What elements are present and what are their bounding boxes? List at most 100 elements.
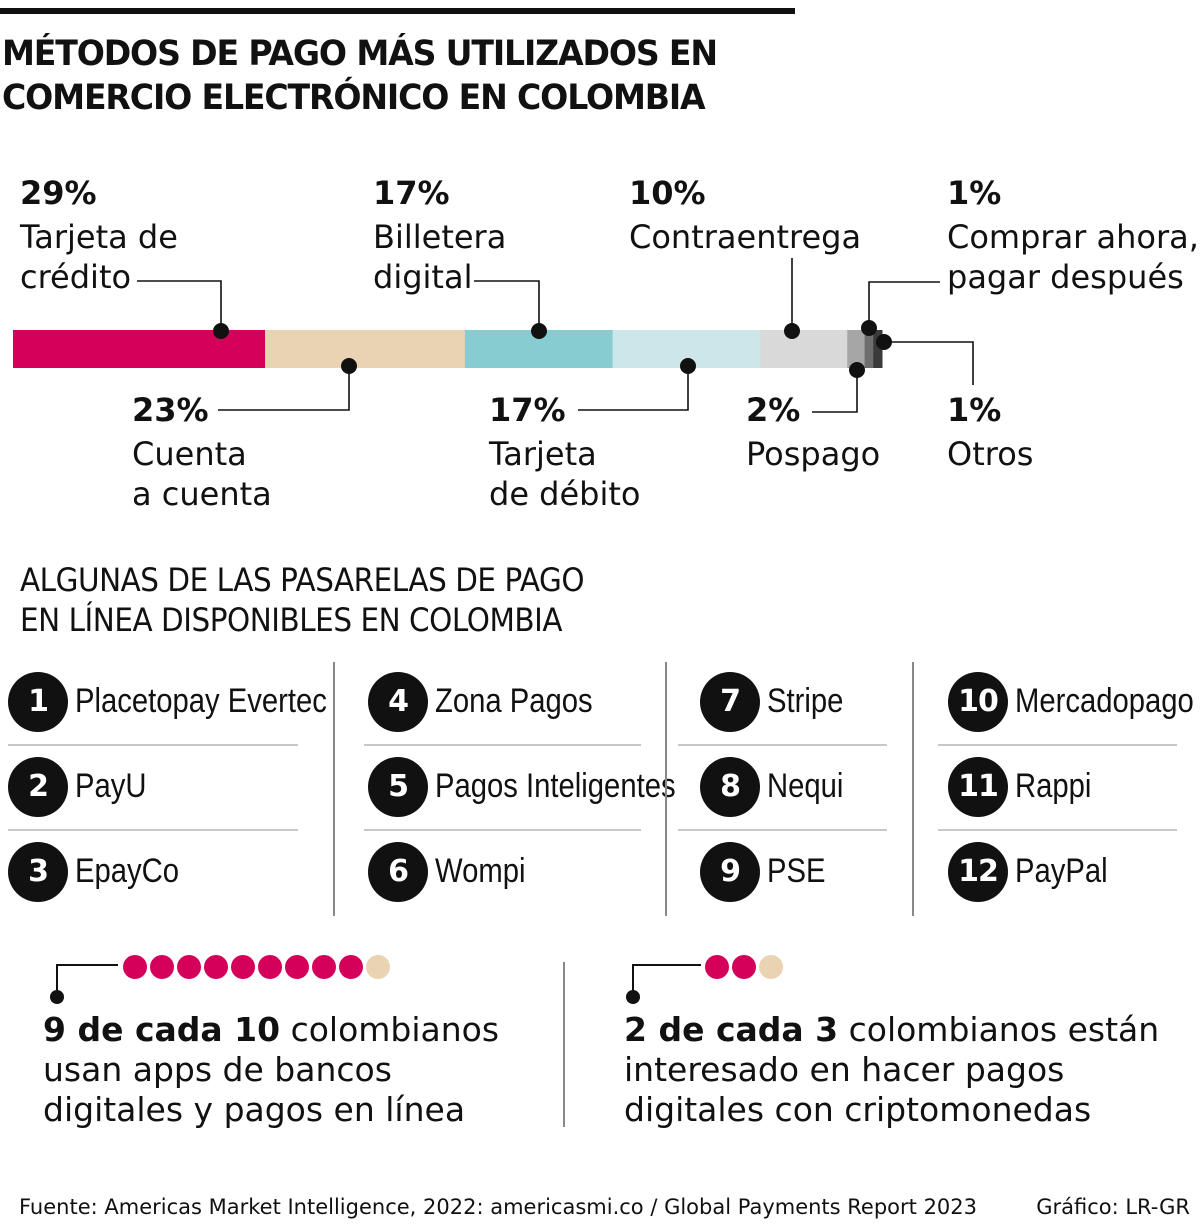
stat-dot-marker-2: [626, 990, 640, 1004]
label-contraentrega: 10% Contraentrega: [629, 175, 861, 257]
name-billetera-1: Billetera: [373, 218, 507, 256]
label-debito: 17% Tarjeta de débito: [489, 392, 641, 514]
pct-debito: 17%: [489, 391, 566, 429]
leader-line-1: [137, 280, 222, 331]
name-debito-1: Tarjeta: [489, 435, 597, 473]
filled-dot: [732, 955, 756, 979]
leader-line-4: [578, 366, 689, 411]
filled-dot: [285, 955, 309, 979]
title-line-2: COMERCIO ELECTRÓNICO EN COLOMBIA: [2, 78, 706, 118]
gateway-number-badge: 3: [8, 842, 68, 902]
gateway-name: Mercadopago: [1015, 682, 1194, 720]
label-bnpl: 1% Comprar ahora, pagar después: [947, 175, 1199, 297]
pct-billetera: 17%: [373, 174, 450, 212]
page-title: MÉTODOS DE PAGO MÁS UTILIZADOS EN COMERC…: [2, 32, 847, 120]
gateway-row-divider: [938, 744, 1177, 746]
gateway-name: EpayCo: [75, 852, 180, 890]
gateway-number-badge: 5: [368, 757, 428, 817]
stat-2-rest: colombianos están: [838, 1010, 1160, 1049]
gateway-name: Rappi: [1015, 767, 1092, 805]
pct-credito: 29%: [20, 174, 97, 212]
gateway-row-divider: [678, 744, 887, 746]
gateway-name: Wompi: [435, 852, 526, 890]
filled-dot: [705, 955, 729, 979]
gateways-title-1: ALGUNAS DE LAS PASARELAS DE PAGO: [20, 561, 585, 599]
stat-dots-1: [123, 955, 390, 979]
gateway-name: Placetopay Evertec: [75, 682, 327, 720]
filled-dot: [231, 955, 255, 979]
leader-dot-3: [531, 323, 547, 339]
pct-bnpl: 1%: [947, 174, 1002, 212]
label-cuenta: 23% Cuenta a cuenta: [132, 392, 272, 514]
gateway-number-badge: 10: [948, 672, 1008, 732]
leader-dot-7: [861, 320, 877, 336]
bar-segment-7: [864, 330, 874, 368]
leader-dot-8: [876, 334, 892, 350]
payment-methods-chart: [13, 258, 974, 413]
bar-segment-5: [760, 330, 848, 368]
column-divider: [665, 662, 667, 916]
column-divider: [912, 662, 914, 916]
stat-dots-2: [705, 955, 783, 979]
gateway-number-badge: 2: [8, 757, 68, 817]
empty-dot: [366, 955, 390, 979]
stat-connector-1: [56, 964, 118, 997]
gateway-name: Stripe: [767, 682, 844, 720]
leader-dot-4: [680, 358, 696, 374]
leader-dot-5: [784, 323, 800, 339]
name-cuenta-2: a cuenta: [132, 475, 272, 513]
gateways-title-2: EN LÍNEA DISPONIBLES EN COLOMBIA: [20, 601, 563, 639]
gateway-name: PayU: [75, 767, 147, 805]
name-credito-2: crédito: [20, 258, 132, 296]
label-credito: 29% Tarjeta de crédito: [20, 175, 178, 297]
gateway-row-divider: [8, 744, 298, 746]
gateway-row-divider: [364, 744, 641, 746]
stat-2-line3: digitales con criptomonedas: [624, 1090, 1092, 1129]
gateway-number-badge: 8: [700, 757, 760, 817]
filled-dot: [123, 955, 147, 979]
column-divider: [333, 662, 335, 916]
stats-connectors: [50, 964, 701, 1004]
bar-segment-6: [847, 330, 866, 368]
filled-dot: [204, 955, 228, 979]
gateway-name: PSE: [767, 852, 826, 890]
filled-dot: [258, 955, 282, 979]
footer-credit: Gráfico: LR-GR: [1036, 1195, 1190, 1219]
gateways-title: ALGUNAS DE LAS PASARELAS DE PAGO EN LÍNE…: [20, 560, 585, 640]
stats-divider: [563, 962, 565, 1127]
title-line-1: MÉTODOS DE PAGO MÁS UTILIZADOS EN: [2, 34, 718, 74]
name-contraentrega: Contraentrega: [629, 218, 862, 256]
leader-dot-1: [213, 323, 229, 339]
gateway-row-divider: [364, 829, 641, 831]
leader-dot-6: [849, 362, 865, 378]
stat-2: 2 de cada 3 colombianos están interesado…: [624, 1010, 1159, 1130]
pct-contraentrega: 10%: [629, 174, 706, 212]
leader-line-6: [812, 370, 858, 413]
gateway-row-divider: [678, 829, 887, 831]
stat-1-line2: usan apps de bancos: [43, 1050, 392, 1089]
stat-dot-marker-1: [50, 990, 64, 1004]
gateway-name: Nequi: [767, 767, 844, 805]
bar-segment-8: [873, 330, 883, 368]
top-rule: [0, 8, 795, 14]
name-credito-1: Tarjeta de: [20, 218, 178, 256]
gateway-name: Pagos Inteligentes: [435, 767, 676, 805]
gateway-name: PayPal: [1015, 852, 1108, 890]
bar-segment-1: [13, 330, 266, 368]
gateway-row-divider: [8, 829, 298, 831]
footer-source: Fuente: Americas Market Intelligence, 20…: [19, 1195, 978, 1219]
stat-1-line3: digitales y pagos en línea: [43, 1090, 466, 1129]
stat-connector-2: [632, 964, 701, 997]
stat-1-rest: colombianos: [280, 1010, 500, 1049]
filled-dot: [150, 955, 174, 979]
bar-segment-2: [265, 330, 466, 368]
name-debito-2: de débito: [489, 475, 641, 513]
stat-1-bold: 9 de cada 10: [43, 1010, 281, 1049]
gateway-number-badge: 6: [368, 842, 428, 902]
label-otros: 1% Otros: [947, 392, 1033, 474]
gateway-number-badge: 4: [368, 672, 428, 732]
filled-dot: [177, 955, 201, 979]
pct-pospago: 2%: [746, 391, 801, 429]
name-otros: Otros: [947, 435, 1034, 473]
name-pospago: Pospago: [746, 435, 881, 473]
